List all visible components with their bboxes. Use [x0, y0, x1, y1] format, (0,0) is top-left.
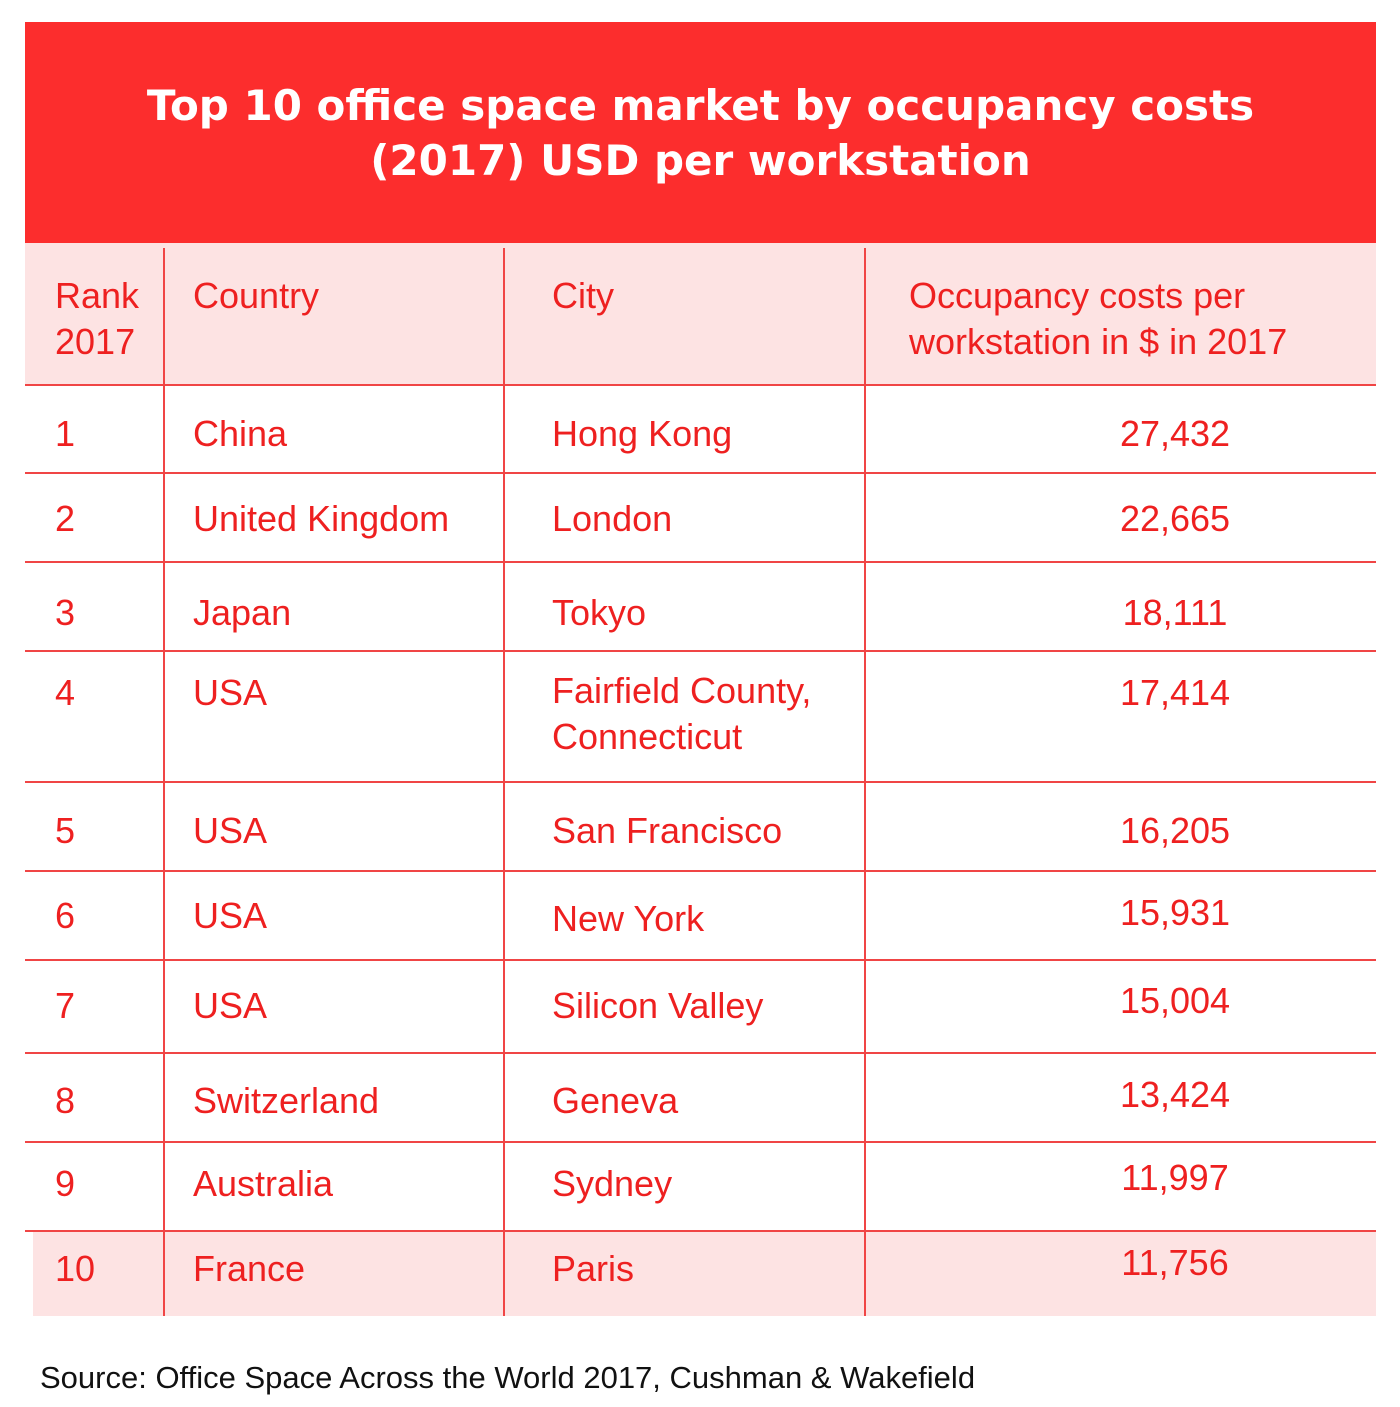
- city-cell-5: San Francisco: [552, 810, 783, 851]
- cost-value-10: 11,756: [1121, 1242, 1229, 1283]
- country-cell-6: USA: [193, 895, 268, 936]
- row-rule-4: [25, 650, 1376, 652]
- column-divider-2: [503, 248, 505, 1316]
- city-cell-6: New York: [552, 898, 705, 939]
- cost-value-1: 27,432: [1119, 413, 1231, 454]
- country-cell-2: United Kingdom: [193, 498, 450, 539]
- city-cell-4-line-2: Connecticut: [552, 716, 743, 757]
- country-cell-3: Japan: [193, 592, 292, 633]
- city-cell-8: Geneva: [552, 1080, 679, 1121]
- rank-cell-10: 10: [55, 1248, 96, 1289]
- cost-value-6: 15,931: [1119, 892, 1231, 933]
- rank-cell-6: 6: [55, 895, 76, 936]
- city-cell-2: London: [552, 498, 673, 539]
- rank-cell-2: 2: [55, 498, 76, 539]
- city-cell-7: Silicon Valley: [552, 985, 764, 1026]
- country-cell-4: USA: [193, 672, 268, 713]
- header-country: Country: [193, 275, 320, 316]
- header-city: City: [552, 275, 614, 316]
- row-rule-2: [25, 472, 1376, 474]
- cost-value-2: 22,665: [1119, 498, 1231, 539]
- city-cell-4-line-1: Fairfield County,: [552, 670, 812, 711]
- rank-cell-8: 8: [55, 1080, 76, 1121]
- city-cell-1: Hong Kong: [552, 413, 733, 454]
- country-cell-8: Switzerland: [193, 1080, 380, 1121]
- rank-cell-3: 3: [55, 592, 76, 633]
- row-rule-9: [25, 1141, 1376, 1143]
- row-rule-6: [25, 870, 1376, 872]
- header-row-background: [25, 243, 1376, 385]
- row-rule-1: [25, 384, 1376, 386]
- header-rank-line-2: 2017: [55, 321, 136, 362]
- cost-value-5: 16,205: [1119, 810, 1231, 851]
- city-cell-9: Sydney: [552, 1163, 673, 1204]
- header-rank-line-1: Rank: [55, 275, 140, 316]
- country-cell-9: Australia: [193, 1163, 334, 1204]
- column-divider-3: [864, 248, 866, 1316]
- rank-cell-4: 4: [55, 672, 76, 713]
- country-cell-7: USA: [193, 985, 268, 1026]
- rank-cell-1: 1: [55, 413, 76, 454]
- city-cell-10: Paris: [552, 1248, 635, 1289]
- cost-value-3: 18,111: [1122, 592, 1228, 633]
- rank-cell-9: 9: [55, 1163, 76, 1204]
- row-rule-8: [25, 1052, 1376, 1054]
- rank-cell-7: 7: [55, 985, 76, 1026]
- cost-value-9: 11,997: [1121, 1157, 1229, 1198]
- column-divider-1: [163, 248, 165, 1316]
- country-cell-1: China: [193, 413, 288, 454]
- cost-value-4: 17,414: [1119, 672, 1231, 713]
- cost-value-7: 15,004: [1119, 980, 1231, 1021]
- chart-title-line-1: Top 10 office space market by occupancy …: [146, 80, 1255, 130]
- row-rule-3: [25, 561, 1376, 563]
- city-cell-3: Tokyo: [552, 592, 647, 633]
- title-banner: Top 10 office space market by occupancy …: [25, 22, 1376, 243]
- row-rule-10: [25, 1230, 1376, 1232]
- source-note: Source: Office Space Across the World 20…: [40, 1360, 976, 1395]
- rank-cell-5: 5: [55, 810, 76, 851]
- header-cost-line-2: workstation in $ in 2017: [909, 321, 1288, 362]
- country-cell-10: France: [193, 1248, 306, 1289]
- chart-title-line-2: (2017) USD per workstation: [370, 135, 1031, 185]
- header-cost-line-1: Occupancy costs per: [909, 275, 1246, 316]
- row-rule-5: [25, 781, 1376, 783]
- row-rule-7: [25, 959, 1376, 961]
- last-row-background: [33, 1231, 1376, 1316]
- cost-value-8: 13,424: [1119, 1074, 1231, 1115]
- country-cell-5: USA: [193, 810, 268, 851]
